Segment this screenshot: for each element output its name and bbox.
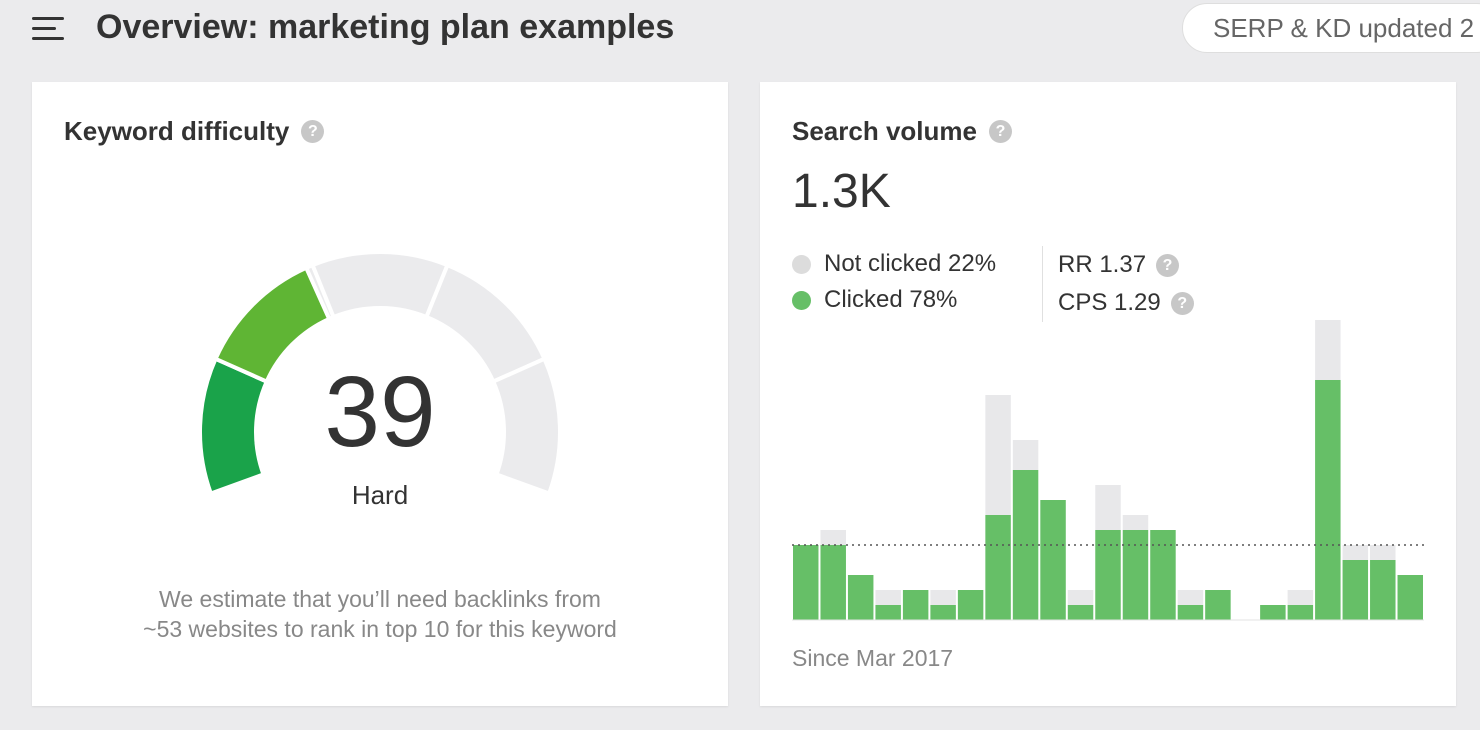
click-legend: Not clicked 22% Clicked 78% (792, 246, 996, 318)
bar-clicked (1150, 530, 1176, 620)
bar-clicked (1370, 560, 1396, 620)
search-volume-value: 1.3K (792, 165, 891, 218)
bar-clicked (1040, 500, 1066, 620)
bar-clicked (1315, 380, 1341, 620)
bar-not-clicked (1012, 440, 1039, 470)
difficulty-gauge (198, 250, 562, 497)
gauge-segment-track (309, 250, 451, 320)
legend-clicked: Clicked 78% (792, 282, 996, 318)
bar-not-clicked (1287, 590, 1314, 605)
search-volume-title: Search volume ? (792, 116, 1012, 147)
help-icon[interactable]: ? (301, 120, 325, 143)
bar-not-clicked (1122, 515, 1149, 530)
divider (1042, 246, 1043, 322)
bar-clicked (1205, 590, 1231, 620)
bar-clicked (930, 605, 956, 620)
bar-not-clicked (1067, 590, 1094, 605)
bar-not-clicked (1177, 590, 1204, 605)
bar-not-clicked (1095, 485, 1121, 530)
serp-status-badge[interactable]: SERP & KD updated 2 (1182, 3, 1480, 53)
gauge-segment-track (490, 356, 562, 497)
bar-clicked (1067, 605, 1094, 620)
bar-not-clicked (1315, 320, 1341, 380)
bar-not-clicked (1370, 545, 1396, 560)
keyword-difficulty-card: Keyword difficulty ? 39 Hard We estimate… (32, 82, 728, 706)
bar-not-clicked (820, 530, 846, 545)
gauge-segment-fill (212, 265, 332, 385)
since-label: Since Mar 2017 (792, 645, 954, 671)
bar-clicked (1095, 530, 1121, 620)
difficulty-label: Hard (351, 480, 409, 510)
bar-clicked (820, 545, 846, 620)
description-line: We estimate that you’ll need backlinks f… (159, 586, 601, 612)
bar-clicked (902, 590, 929, 620)
help-icon[interactable]: ? (1156, 253, 1180, 277)
search-volume-card: Search volume ? 1.3K Not clicked 22% Cli… (760, 82, 1456, 706)
bar-clicked (1122, 530, 1149, 620)
help-icon[interactable]: ? (1170, 291, 1194, 315)
legend-not-clicked: Not clicked 22% (792, 246, 996, 282)
help-icon[interactable]: ? (988, 120, 1012, 143)
metrics: RR 1.37 ? CPS 1.29 ? (1058, 246, 1194, 322)
rr-metric: RR 1.37 ? (1058, 246, 1194, 284)
bar-not-clicked (985, 395, 1011, 515)
not-clicked-dot-icon (792, 254, 811, 274)
volume-bar-chart (792, 320, 1424, 621)
bar-clicked (1260, 605, 1286, 620)
bar-clicked (1397, 575, 1423, 620)
bar-clicked (1177, 605, 1204, 620)
menu-icon[interactable] (32, 17, 64, 41)
bar-not-clicked (930, 590, 956, 605)
page-title: Overview: marketing plan examples (96, 8, 675, 46)
bar-clicked (875, 605, 901, 620)
bar-clicked (957, 590, 984, 620)
description-line: ~53 websites to rank in top 10 for this … (143, 616, 617, 642)
difficulty-score: 39 (324, 356, 436, 468)
bar-clicked (847, 575, 874, 620)
bar-not-clicked (875, 590, 901, 605)
bar-clicked (1287, 605, 1314, 620)
cps-metric: CPS 1.29 ? (1058, 284, 1194, 322)
bar-clicked (1342, 560, 1369, 620)
bar-clicked (985, 515, 1011, 620)
bar-clicked (793, 545, 819, 620)
clicked-dot-icon (792, 290, 811, 310)
keyword-difficulty-title: Keyword difficulty ? (64, 116, 325, 147)
difficulty-description: We estimate that you’ll need backlinks f… (32, 584, 728, 644)
bar-clicked (1012, 470, 1039, 620)
bar-not-clicked (1342, 545, 1369, 560)
